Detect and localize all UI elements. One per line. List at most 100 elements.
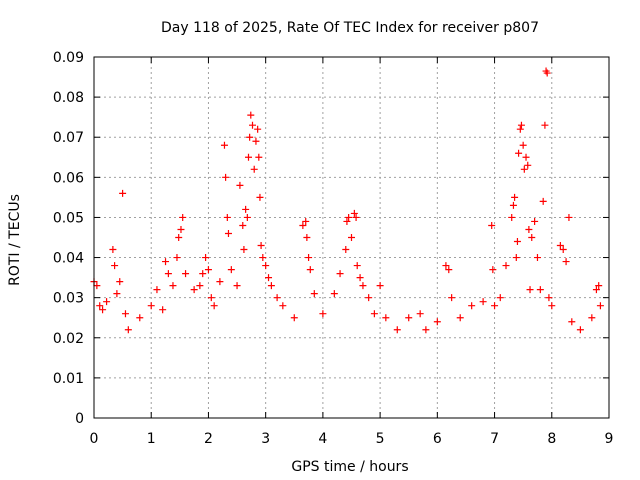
- data-point: [233, 282, 241, 290]
- data-point: [223, 213, 231, 221]
- plot-border: [93, 56, 610, 419]
- data-point: [502, 262, 510, 270]
- data-point: [182, 270, 190, 278]
- data-point: [545, 294, 553, 302]
- data-point: [319, 310, 327, 318]
- data-point: [533, 254, 541, 262]
- data-point: [405, 314, 413, 322]
- data-point: [236, 181, 244, 189]
- data-point: [382, 314, 390, 322]
- data-point: [433, 318, 441, 326]
- x-axis-label: GPS time / hours: [291, 459, 408, 475]
- data-point: [103, 298, 111, 306]
- data-point: [93, 282, 101, 290]
- x-tick-label: 5: [376, 431, 385, 447]
- data-point: [202, 254, 210, 262]
- data-point: [250, 165, 258, 173]
- data-point: [116, 278, 124, 286]
- data-point: [517, 121, 525, 129]
- data-point: [479, 298, 487, 306]
- x-tick-label: 6: [433, 431, 442, 447]
- data-point: [220, 141, 228, 149]
- data-point: [350, 209, 358, 217]
- data-point: [330, 290, 338, 298]
- data-point: [210, 302, 218, 310]
- data-point: [588, 314, 596, 322]
- x-tick-label: 8: [547, 431, 556, 447]
- data-point: [173, 254, 181, 262]
- data-point: [299, 221, 307, 229]
- data-point: [556, 242, 564, 250]
- data-point: [175, 234, 183, 241]
- data-point: [524, 161, 532, 169]
- data-point: [393, 326, 401, 334]
- data-point: [343, 217, 351, 225]
- data-point: [254, 125, 262, 133]
- x-tick-label: 7: [490, 431, 499, 447]
- data-point: [489, 266, 497, 274]
- data-point: [568, 318, 576, 326]
- data-point: [136, 314, 144, 322]
- data-point: [255, 153, 263, 161]
- data-point: [216, 278, 224, 286]
- data-point: [177, 225, 185, 233]
- data-point: [559, 246, 567, 254]
- data-point: [310, 290, 318, 298]
- data-point: [353, 262, 361, 270]
- y-tick-label: 0.02: [53, 331, 84, 347]
- data-point: [509, 201, 517, 209]
- data-point: [515, 149, 523, 157]
- data-point: [259, 254, 267, 262]
- data-point: [548, 302, 556, 310]
- data-point: [196, 282, 204, 290]
- data-point: [109, 246, 117, 254]
- data-point: [267, 282, 275, 290]
- data-point: [531, 217, 539, 225]
- data-point: [539, 197, 547, 205]
- data-point: [113, 290, 121, 298]
- data-point: [265, 274, 273, 282]
- data-point: [445, 266, 453, 274]
- data-point: [147, 302, 155, 310]
- data-point: [169, 282, 177, 290]
- data-point: [336, 270, 344, 278]
- data-point: [257, 242, 265, 250]
- data-point: [222, 173, 230, 181]
- data-point: [359, 282, 367, 290]
- data-point: [522, 153, 530, 161]
- data-point: [348, 234, 355, 241]
- chart-title: Day 118 of 2025, Rate Of TEC Index for r…: [161, 20, 539, 36]
- data-point: [124, 326, 132, 334]
- data-point: [290, 314, 298, 322]
- data-point: [596, 302, 604, 310]
- data-point: [224, 229, 232, 237]
- x-tick-label: 4: [318, 431, 327, 447]
- x-tick-label: 2: [204, 431, 213, 447]
- data-point: [302, 217, 310, 225]
- data-point: [153, 286, 161, 294]
- axis-ticks: 0 1 2 3 4 5 6 7 8 9 0 0.01 0.02 0.03 0.04 0.05 0.06 0.07 0…: [53, 50, 614, 447]
- data-point: [342, 246, 350, 254]
- data-point: [416, 310, 424, 318]
- y-tick-label: 0.03: [53, 291, 84, 307]
- data-point: [256, 193, 264, 201]
- data-point: [519, 141, 527, 149]
- data-point: [592, 286, 600, 294]
- data-point: [249, 121, 257, 129]
- data-point: [207, 294, 215, 302]
- data-point: [448, 294, 456, 302]
- data-point: [245, 153, 252, 161]
- data-point: [242, 205, 250, 213]
- data-point: [240, 246, 248, 254]
- data-point: [512, 254, 520, 262]
- data-point: [511, 193, 519, 201]
- data-point: [562, 258, 570, 266]
- y-tick-label: 0: [75, 411, 84, 427]
- data-point: [508, 213, 516, 221]
- data-point: [190, 286, 198, 294]
- x-tick-label: 0: [90, 431, 99, 447]
- data-point: [516, 125, 524, 133]
- data-point: [541, 121, 549, 129]
- data-point: [262, 262, 270, 270]
- data-point: [370, 310, 378, 318]
